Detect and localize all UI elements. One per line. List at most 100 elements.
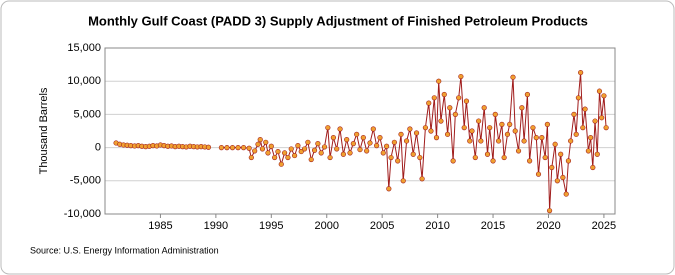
y-tick-label: 0 <box>95 142 101 154</box>
data-point <box>512 128 518 134</box>
data-point <box>431 95 437 101</box>
data-point <box>456 95 462 101</box>
data-point <box>240 145 247 151</box>
data-point <box>248 154 254 161</box>
x-tick-label: 2010 <box>425 220 449 232</box>
data-point <box>601 93 607 99</box>
data-point <box>499 121 505 127</box>
data-point <box>370 126 376 132</box>
data-point <box>515 148 522 154</box>
data-point <box>272 154 278 161</box>
data-point <box>519 105 525 111</box>
data-point <box>558 151 564 157</box>
data-point <box>546 208 553 214</box>
data-point <box>395 158 401 164</box>
data-point <box>458 73 464 80</box>
data-point <box>426 100 432 106</box>
data-point <box>568 138 574 144</box>
data-point <box>552 141 558 147</box>
data-point <box>447 105 453 111</box>
data-point <box>484 151 491 157</box>
data-point <box>590 164 596 171</box>
data-point <box>476 118 482 124</box>
y-tick-label: -5,000 <box>70 175 101 187</box>
data-point <box>354 131 360 137</box>
y-axis-label: Thousand Barrels <box>38 87 50 174</box>
data-point <box>384 143 390 149</box>
data-point <box>580 125 586 131</box>
data-point <box>573 131 579 137</box>
data-point <box>419 176 425 182</box>
source-note: Source: U.S. Energy Information Administ… <box>30 245 219 255</box>
x-tick-label: 1985 <box>148 220 172 232</box>
data-point <box>527 158 533 164</box>
data-point <box>510 74 516 80</box>
data-point <box>288 146 294 152</box>
data-point <box>255 141 261 147</box>
data-point <box>603 125 609 131</box>
data-point <box>360 135 366 141</box>
data-point <box>463 98 470 104</box>
data-point <box>259 146 266 152</box>
data-point <box>224 145 230 151</box>
data-point <box>524 91 531 98</box>
x-tick-label: 2025 <box>592 220 616 232</box>
data-point <box>218 145 225 151</box>
data-point <box>575 95 582 101</box>
data-point <box>344 137 350 143</box>
data-point <box>295 143 301 149</box>
plot-area <box>104 47 616 215</box>
data-point <box>542 154 548 161</box>
data-point <box>263 139 269 145</box>
data-point <box>235 145 241 151</box>
x-tick-label: 2020 <box>536 220 560 232</box>
data-point <box>357 146 363 153</box>
data-point <box>350 141 356 147</box>
data-point <box>301 146 308 152</box>
data-point <box>535 171 542 177</box>
data-point <box>327 154 333 161</box>
x-tick-label: 1995 <box>259 220 283 232</box>
data-point <box>337 126 343 132</box>
data-point <box>380 150 386 156</box>
data-point <box>321 144 328 150</box>
data-point <box>501 154 507 161</box>
data-point <box>478 138 484 144</box>
data-point <box>585 148 591 154</box>
data-point <box>549 164 555 171</box>
data-point <box>407 126 413 132</box>
data-point <box>495 138 502 144</box>
data-point <box>257 137 263 143</box>
data-point <box>487 125 493 131</box>
data-point <box>490 158 496 164</box>
data-point <box>539 135 545 141</box>
x-tick-label: 2000 <box>314 220 338 232</box>
data-point <box>275 148 281 155</box>
data-point <box>305 139 311 145</box>
data-point <box>588 135 594 141</box>
data-point <box>599 115 605 121</box>
data-point <box>438 118 444 124</box>
data-point <box>582 106 588 112</box>
data-point <box>282 150 288 156</box>
y-tick-label: 15,000 <box>67 42 101 54</box>
data-point <box>325 125 331 131</box>
x-tick-label: 1990 <box>204 220 228 232</box>
data-point <box>278 161 284 167</box>
y-tick-label: -10,000 <box>64 208 101 220</box>
data-point <box>530 125 536 131</box>
data-point <box>291 152 298 159</box>
data-point <box>205 144 212 150</box>
data-point <box>377 135 383 141</box>
data-point <box>391 139 397 145</box>
data-point <box>308 156 314 163</box>
data-point <box>433 135 440 141</box>
data-point <box>364 148 370 154</box>
data-point <box>592 118 598 124</box>
data-point <box>229 145 236 151</box>
data-point <box>386 186 392 192</box>
data-point <box>594 151 600 157</box>
data-point <box>450 158 456 164</box>
data-point <box>374 143 380 149</box>
